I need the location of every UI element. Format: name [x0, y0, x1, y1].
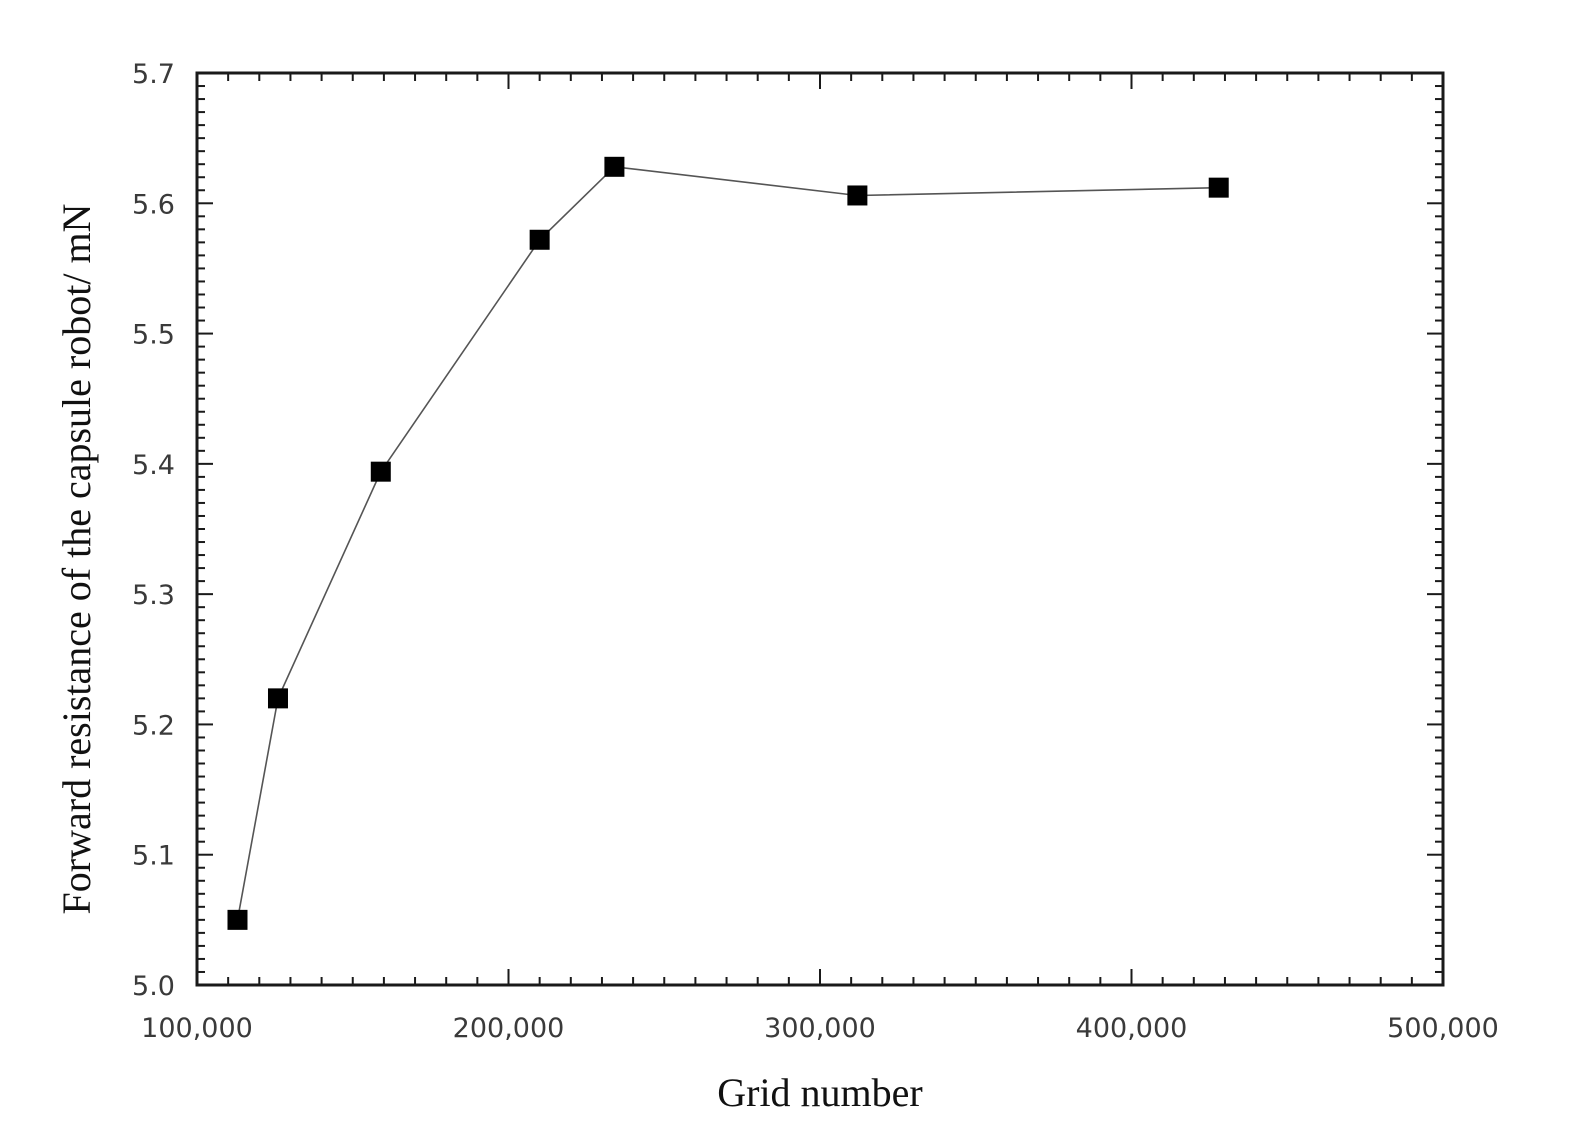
y-tick-label: 5.5	[132, 320, 175, 351]
tick-marks-group	[196, 72, 1444, 986]
y-tick-label: 5.4	[132, 450, 175, 481]
plot-frame	[195, 71, 1445, 987]
y-axis-title: Forward resistance of the capsule robot/…	[54, 204, 99, 915]
y-tick-label: 5.2	[132, 710, 175, 741]
y-tick-label: 5.1	[132, 841, 175, 872]
x-axis-title: Grid number	[717, 1070, 923, 1115]
data-point-marker	[847, 185, 868, 206]
x-tick-label: 100,000	[141, 1013, 253, 1044]
x-tick-label: 500,000	[1387, 1013, 1499, 1044]
data-point-marker	[1208, 177, 1229, 198]
data-point-marker	[267, 688, 288, 709]
y-tick-label: 5.6	[132, 189, 175, 220]
x-tick-label: 300,000	[764, 1013, 876, 1044]
series-group	[227, 156, 1229, 930]
x-tick-label: 200,000	[453, 1013, 565, 1044]
x-tick-label: 400,000	[1076, 1013, 1188, 1044]
y-tick-label: 5.3	[132, 580, 175, 611]
y-tick-label: 5.0	[132, 971, 175, 1002]
y-tick-label: 5.7	[132, 59, 175, 90]
x-tick-labels-group: 100,000 200,000 300,000 400,000 500,000	[141, 1013, 1499, 1044]
data-point-marker	[604, 156, 625, 177]
plot-frame-group	[195, 71, 1445, 987]
data-point-marker	[370, 461, 391, 482]
data-point-marker	[529, 229, 550, 250]
series-line	[236, 165, 1219, 921]
data-point-marker	[227, 909, 248, 930]
y-tick-labels-group: 5.0 5.1 5.2 5.3 5.4 5.5 5.6 5.7	[132, 59, 175, 1002]
